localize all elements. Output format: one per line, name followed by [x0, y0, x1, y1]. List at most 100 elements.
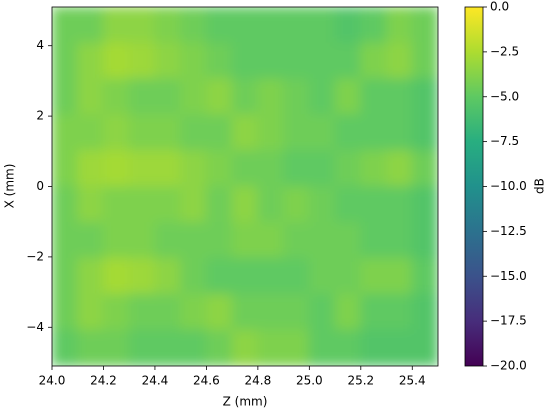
- heatmap-cell: [308, 293, 336, 331]
- heatmap-cell: [128, 186, 156, 223]
- heatmap-cell: [308, 114, 336, 152]
- heatmap-cell: [128, 257, 156, 295]
- heatmap-cell: [205, 114, 233, 152]
- heatmap-cell: [386, 293, 413, 331]
- heatmap-cell: [77, 42, 104, 80]
- heatmap-cell: [334, 329, 362, 366]
- heatmap-cell: [386, 7, 413, 44]
- colorbar-label: dB: [533, 178, 547, 194]
- heatmap-cell: [411, 114, 438, 152]
- heatmap-cell: [308, 221, 336, 259]
- heatmap-cell: [411, 78, 438, 116]
- heatmap-cell: [411, 257, 438, 295]
- heatmap-cell: [231, 78, 259, 116]
- heatmap-cell: [180, 150, 207, 187]
- x-tick-label: 24.2: [90, 374, 117, 388]
- colorbar-tick-label: −2.5: [490, 44, 519, 58]
- heatmap-cell: [231, 329, 259, 366]
- heatmap-cell: [77, 257, 104, 295]
- y-tick-label: 2: [36, 109, 44, 123]
- heatmap-cell: [52, 42, 79, 80]
- heatmap-cell: [154, 186, 182, 223]
- heatmap-cell: [257, 114, 285, 152]
- heatmap-cell: [102, 150, 130, 187]
- heatmap-cell: [154, 221, 182, 259]
- heatmap-cell: [386, 114, 413, 152]
- colorbar-tick-label: −10.0: [490, 179, 527, 193]
- heatmap-cell: [102, 293, 130, 331]
- heatmap-cell: [283, 221, 310, 259]
- heatmap-cell: [180, 7, 207, 44]
- heatmap-cell: [411, 329, 438, 366]
- heatmap-cell: [128, 42, 156, 80]
- heatmap-cell: [205, 7, 233, 44]
- x-tick-label: 24.0: [39, 374, 66, 388]
- heatmap-cell: [180, 257, 207, 295]
- heatmap-cell: [154, 42, 182, 80]
- heatmap-cell: [205, 293, 233, 331]
- heatmap-cell: [334, 78, 362, 116]
- heatmap-cell: [180, 114, 207, 152]
- heatmap-cell: [308, 257, 336, 295]
- heatmap-cell: [411, 221, 438, 259]
- y-tick-label: 0: [36, 179, 44, 193]
- heatmap-cell: [231, 150, 259, 187]
- heatmap-cell: [180, 42, 207, 80]
- heatmap-cell: [52, 114, 79, 152]
- heatmap-cell: [77, 221, 104, 259]
- heatmap-cell: [257, 257, 285, 295]
- heatmap-cell: [231, 114, 259, 152]
- heatmap-cell: [77, 78, 104, 116]
- heatmap-cell: [154, 7, 182, 44]
- heatmap-cell: [411, 42, 438, 80]
- heatmap-cell: [154, 257, 182, 295]
- heatmap-cell: [360, 78, 388, 116]
- heatmap-cell: [77, 186, 104, 223]
- heatmap-cell: [257, 186, 285, 223]
- heatmap-cell: [128, 78, 156, 116]
- heatmap-cell: [283, 42, 310, 80]
- y-tick-label: −4: [26, 320, 44, 334]
- heatmap-cell: [257, 293, 285, 331]
- heatmap-cell: [334, 150, 362, 187]
- heatmap-cell: [102, 329, 130, 366]
- heatmap-cell: [360, 150, 388, 187]
- heatmap-cell: [386, 78, 413, 116]
- heatmap-cell: [411, 150, 438, 187]
- heatmap-cell: [257, 42, 285, 80]
- heatmap-cell: [205, 150, 233, 187]
- heatmap-cell: [283, 257, 310, 295]
- heatmap-cell: [411, 7, 438, 44]
- heatmap-cell: [283, 329, 310, 366]
- heatmap-cell: [154, 150, 182, 187]
- heatmap-cell: [308, 150, 336, 187]
- heatmap-cell: [205, 42, 233, 80]
- heatmap-cell: [77, 150, 104, 187]
- heatmap-cell: [308, 42, 336, 80]
- heatmap-cell: [231, 221, 259, 259]
- heatmap-cell: [386, 221, 413, 259]
- heatmap-cell: [128, 221, 156, 259]
- heatmap-cell: [128, 7, 156, 44]
- heatmap-cell: [231, 257, 259, 295]
- heatmap-cell: [180, 329, 207, 366]
- heatmap-cell: [308, 186, 336, 223]
- heatmap-cell: [334, 7, 362, 44]
- heatmap-cell: [231, 293, 259, 331]
- y-tick-label: −2: [26, 249, 44, 263]
- heatmap-cell: [205, 78, 233, 116]
- heatmap-cell: [128, 150, 156, 187]
- heatmap-cell: [257, 7, 285, 44]
- heatmap-cell: [180, 293, 207, 331]
- heatmap-cell: [52, 78, 79, 116]
- x-axis-label: Z (mm): [223, 395, 268, 409]
- heatmap-cell: [205, 257, 233, 295]
- heatmap-cell: [257, 221, 285, 259]
- heatmap-cell: [360, 257, 388, 295]
- heatmap-cell: [154, 114, 182, 152]
- heatmap-cell: [360, 293, 388, 331]
- heatmap-cell: [180, 221, 207, 259]
- heatmap-cell: [77, 114, 104, 152]
- heatmap-cell: [283, 78, 310, 116]
- heatmap-cell: [360, 186, 388, 223]
